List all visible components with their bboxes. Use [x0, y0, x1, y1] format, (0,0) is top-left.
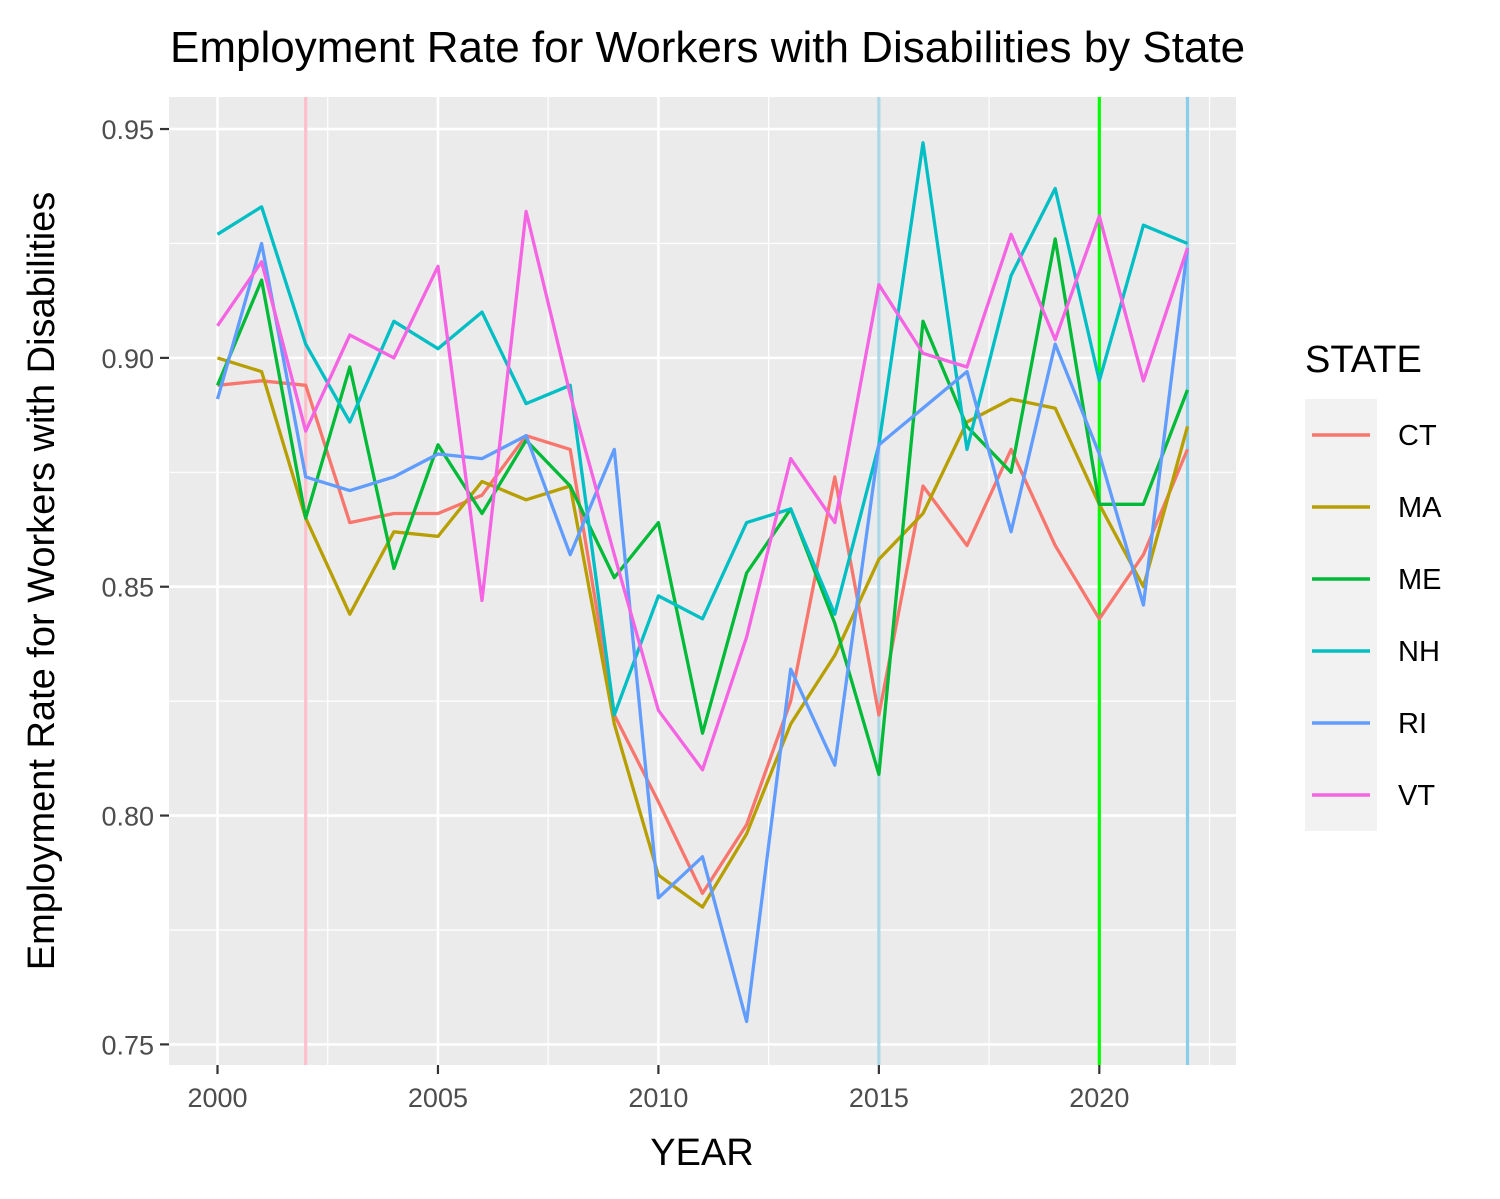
- series-line-ct: [217, 379, 1190, 896]
- x-axis: 2000 2005 2010 2015 2020: [187, 1065, 1129, 1113]
- series-line-vt: [216, 209, 1190, 772]
- series-lines: [215, 141, 1190, 1024]
- legend-label-ma: MA: [1398, 492, 1442, 524]
- y-tick-label: 0.80: [101, 802, 154, 832]
- x-tick-label: 2015: [849, 1083, 909, 1113]
- legend-label-ri: RI: [1398, 708, 1427, 740]
- x-tick-label: 2000: [187, 1083, 247, 1113]
- legend-label-nh: NH: [1398, 636, 1440, 668]
- x-axis-title: YEAR: [650, 1132, 753, 1174]
- y-tick-label: 0.75: [101, 1030, 154, 1060]
- legend: STATE CT MA ME NH RI VT: [1305, 339, 1442, 831]
- legend-label-ct: CT: [1398, 420, 1437, 452]
- series-line-me: [215, 237, 1190, 777]
- x-tick-label: 2010: [628, 1083, 688, 1113]
- x-tick-label: 2020: [1069, 1083, 1129, 1113]
- legend-label-me: ME: [1398, 564, 1442, 596]
- y-tick-label: 0.90: [101, 344, 154, 374]
- legend-title: STATE: [1305, 339, 1422, 381]
- y-tick-label: 0.95: [101, 115, 154, 145]
- series-line-nh: [216, 141, 1189, 717]
- y-axis: 0.75 0.80 0.85 0.90 0.95: [101, 115, 169, 1060]
- series-line-ri: [215, 241, 1190, 1024]
- x-tick-label: 2005: [408, 1083, 468, 1113]
- y-tick-label: 0.85: [101, 573, 154, 603]
- legend-label-vt: VT: [1398, 780, 1435, 812]
- y-axis-title: Employment Rate for Workers with Disabil…: [21, 192, 63, 971]
- minor-gridlines: [169, 97, 1236, 1065]
- chart-title: Employment Rate for Workers with Disabil…: [170, 23, 1245, 72]
